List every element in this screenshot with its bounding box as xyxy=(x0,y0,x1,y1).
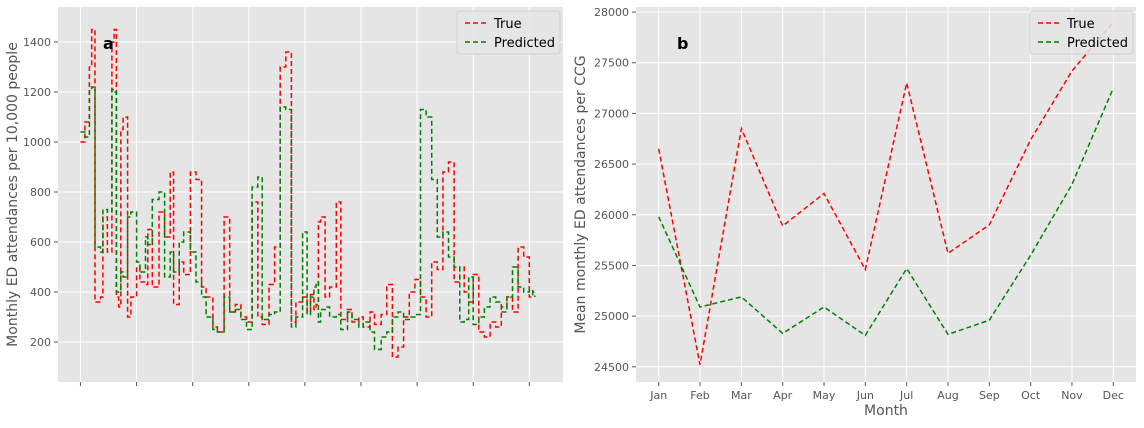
y-axis-label: Monthly ED attendances per 10,000 people xyxy=(5,42,21,347)
chart-panel-b: 24500 25000 25500 26000 26500 27000 27500 28000… xyxy=(573,6,1136,419)
y-tick-label: 27000 xyxy=(594,107,629,120)
x-axis-label: Month xyxy=(864,403,908,419)
y-tick-label: 27500 xyxy=(594,57,629,70)
y-tick-label: 28000 xyxy=(594,6,629,19)
x-tick-label: Feb xyxy=(690,389,709,402)
panel-label: b xyxy=(677,34,688,53)
y-tick-label: 200 xyxy=(30,336,51,349)
legend-box xyxy=(1029,10,1134,55)
y-axis-label: Mean monthly ED attendances per CCG xyxy=(573,55,589,333)
x-tick-label: Oct xyxy=(1021,389,1041,402)
x-tick-label: Jun xyxy=(856,389,874,402)
y-tick-label: 1400 xyxy=(23,36,51,49)
x-tick-label: Jan xyxy=(649,389,667,402)
legend-label-predicted: Predicted xyxy=(494,36,555,51)
y-tick-label: 400 xyxy=(30,286,51,299)
x-tick-label: Nov xyxy=(1061,389,1083,402)
x-tick-label: Apr xyxy=(773,389,793,402)
x-tick-label: Aug xyxy=(937,389,958,402)
y-tick-label: 24500 xyxy=(594,361,629,374)
x-tick-label: Sep xyxy=(979,389,1000,402)
plot-area xyxy=(636,7,1136,382)
legend: True Predicted xyxy=(456,10,561,55)
x-tick-label: Mar xyxy=(731,389,752,402)
legend: True Predicted xyxy=(1029,10,1134,55)
panel-label: a xyxy=(103,34,114,53)
y-tick-label: 25500 xyxy=(594,259,629,272)
y-tick-label: 1000 xyxy=(23,136,51,149)
legend-label-true: True xyxy=(1066,17,1095,32)
y-tick-label: 26500 xyxy=(594,158,629,171)
series-line-predicted xyxy=(658,87,1114,337)
x-tick-label: May xyxy=(813,389,836,402)
y-tick-label: 26000 xyxy=(594,209,629,222)
legend-label-predicted: Predicted xyxy=(1067,36,1128,51)
plot-area xyxy=(58,7,563,382)
series-line-predicted xyxy=(80,86,536,351)
y-tick-label: 800 xyxy=(30,186,51,199)
x-tick-label: Dec xyxy=(1103,389,1124,402)
x-tick-label: Jul xyxy=(899,389,913,402)
legend-box xyxy=(456,10,561,55)
legend-label-true: True xyxy=(493,17,522,32)
y-tick-label: 1200 xyxy=(23,86,51,99)
series-line-true xyxy=(657,21,1114,365)
y-tick-label: 600 xyxy=(30,236,51,249)
y-tick-label: 25000 xyxy=(594,310,629,323)
